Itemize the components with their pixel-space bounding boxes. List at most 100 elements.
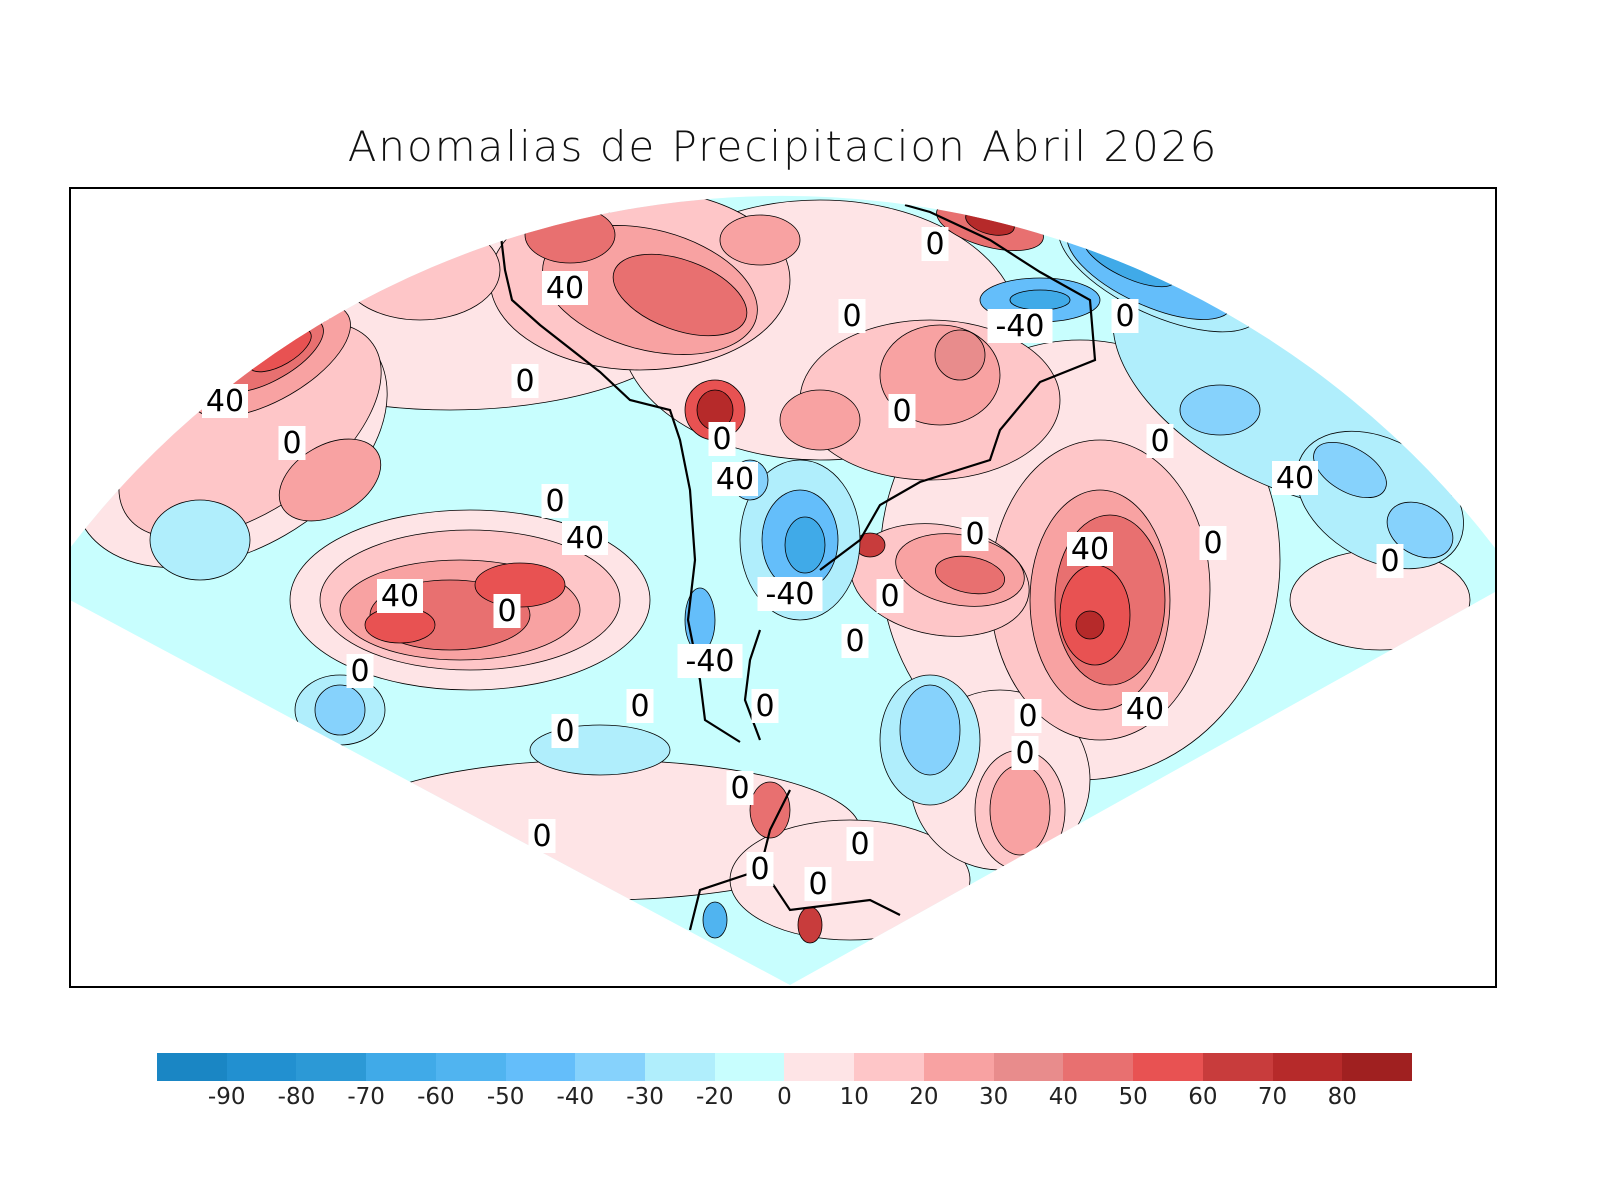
contour-label-background bbox=[1376, 544, 1404, 578]
contour-label: 0 bbox=[532, 819, 551, 854]
contour-label: 0 bbox=[1015, 736, 1034, 771]
contour-label: 0 bbox=[497, 594, 516, 629]
colorbar-tick-label: -50 bbox=[486, 1084, 525, 1110]
contour-label: 0 bbox=[515, 364, 534, 399]
contour-label: 0 bbox=[1380, 544, 1399, 579]
contour-label-background bbox=[1067, 532, 1113, 566]
contour-label-background bbox=[708, 422, 736, 456]
contour-label: 0 bbox=[842, 299, 861, 334]
contour-label: -40 bbox=[686, 644, 735, 679]
colorbar-tick-label: -80 bbox=[277, 1084, 316, 1110]
contour-label-background bbox=[987, 309, 1053, 343]
colorbar-segment bbox=[714, 1053, 785, 1081]
colorbar-tick-label: -30 bbox=[626, 1084, 664, 1110]
anomaly-contour-region bbox=[149, 499, 251, 581]
contour-label-background bbox=[712, 462, 758, 496]
contour-label: 40 bbox=[1276, 461, 1314, 496]
colorbar-tick-label: -60 bbox=[417, 1084, 455, 1110]
anomaly-contour-region bbox=[749, 781, 791, 839]
contour-label-background bbox=[1014, 699, 1042, 733]
colorbar-segment bbox=[1342, 1053, 1412, 1081]
colorbar-segment bbox=[1133, 1053, 1203, 1081]
colorbar-segment bbox=[505, 1053, 576, 1081]
contour-label-background bbox=[746, 852, 774, 886]
contour-label-background bbox=[846, 827, 874, 861]
contour-label: -40 bbox=[766, 577, 815, 612]
map-title: Anomalias de Precipitacion Abril 2026 bbox=[347, 122, 1219, 171]
anomaly-contour-region bbox=[339, 219, 501, 321]
colorbar-segment bbox=[1202, 1053, 1273, 1081]
contour-label-background bbox=[876, 579, 904, 613]
contour-label: 0 bbox=[892, 394, 911, 429]
contour-label-background bbox=[542, 271, 588, 305]
map-frame bbox=[69, 187, 1497, 988]
anomaly-contour-region bbox=[529, 724, 671, 776]
contour-label: 0 bbox=[880, 579, 899, 614]
anomaly-contour-region bbox=[314, 684, 366, 736]
contour-label-background bbox=[751, 689, 779, 723]
anomaly-contour-region bbox=[899, 684, 961, 776]
anomaly-contour-region bbox=[1179, 384, 1261, 436]
contour-label: 0 bbox=[282, 426, 301, 461]
contour-label: 40 bbox=[546, 271, 584, 306]
contour-label-background bbox=[562, 521, 608, 555]
contour-label: 40 bbox=[206, 384, 244, 419]
contour-label-background bbox=[202, 384, 248, 418]
anomaly-contour-region bbox=[1009, 289, 1071, 311]
contour-label: 0 bbox=[1115, 299, 1134, 334]
contour-label: 0 bbox=[630, 689, 649, 724]
contour-label-background bbox=[278, 426, 306, 460]
contour-label: -40 bbox=[996, 309, 1045, 344]
contour-label: 0 bbox=[1203, 526, 1222, 561]
colorbar-tick-label: 30 bbox=[979, 1084, 1009, 1110]
colorbar-segment bbox=[1272, 1053, 1343, 1081]
contour-label: 0 bbox=[845, 624, 864, 659]
colorbar-ticks: -90 -80 -70 -60 -50 -40 -30 -20 0 10 20 30 40 50 60 70 8… bbox=[157, 1084, 1412, 1114]
colorbar-segment bbox=[854, 1053, 924, 1081]
contour-label-background bbox=[511, 364, 539, 398]
contour-label: 40 bbox=[1071, 532, 1109, 567]
anomaly-contour-region bbox=[1313, 441, 1387, 499]
contour-label: 0 bbox=[1150, 424, 1169, 459]
coastline bbox=[819, 203, 1097, 571]
contour-label: 0 bbox=[965, 517, 984, 552]
colorbar-segment bbox=[993, 1053, 1064, 1081]
colorbar-segment bbox=[296, 1053, 367, 1081]
contour-label: 0 bbox=[808, 867, 827, 902]
colorbar-segment bbox=[923, 1053, 994, 1081]
contour-label-background bbox=[804, 867, 832, 901]
contour-label-background bbox=[838, 299, 866, 333]
contour-label-background bbox=[757, 577, 823, 611]
contour-label-background bbox=[551, 714, 579, 748]
contour-label-background bbox=[541, 484, 569, 518]
contour-label-background bbox=[888, 394, 916, 428]
contour-label-background bbox=[1122, 692, 1168, 726]
contour-label: 0 bbox=[545, 484, 564, 519]
colorbar-tick-label: -40 bbox=[556, 1084, 595, 1110]
colorbar-segment bbox=[157, 1053, 227, 1081]
contour-label: 0 bbox=[755, 689, 774, 724]
anomaly-contour-region bbox=[1075, 610, 1105, 640]
anomaly-contour-region bbox=[934, 329, 986, 381]
colorbar-segment bbox=[226, 1053, 297, 1081]
colorbar bbox=[157, 1053, 1412, 1081]
contour-label-background bbox=[921, 227, 949, 261]
colorbar-tick-label: 40 bbox=[1048, 1084, 1079, 1110]
contour-label: 0 bbox=[750, 852, 769, 887]
anomaly-contour-region bbox=[1386, 501, 1454, 559]
colorbar-tick-label: -90 bbox=[207, 1084, 246, 1110]
colorbar-segment bbox=[1063, 1053, 1134, 1081]
colorbar-tick-label: 70 bbox=[1257, 1084, 1288, 1110]
contour-label-background bbox=[841, 624, 869, 658]
contour-label-background bbox=[1146, 424, 1174, 458]
colorbar-tick-label: 20 bbox=[909, 1084, 939, 1110]
anomaly-contour-region bbox=[524, 206, 616, 264]
contour-label-background bbox=[726, 771, 754, 805]
contour-label: 40 bbox=[1126, 692, 1164, 727]
colorbar-tick-label: -70 bbox=[347, 1084, 385, 1110]
anomaly-contour-region bbox=[702, 901, 728, 939]
contour-label-background bbox=[377, 579, 423, 613]
contour-label: 0 bbox=[925, 227, 944, 262]
coastline bbox=[769, 879, 901, 916]
